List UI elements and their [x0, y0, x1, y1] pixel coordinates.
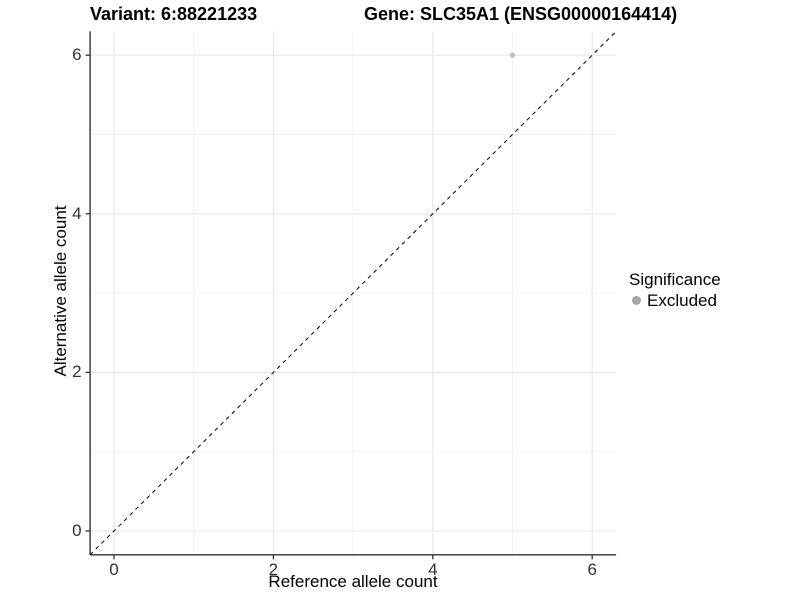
legend-point-icon [632, 296, 641, 305]
x-axis-title: Reference allele count [268, 572, 438, 591]
plot-title-gene: Gene: SLC35A1 (ENSG00000164414) [364, 4, 678, 24]
y-tick-label: 2 [72, 362, 82, 382]
plot-title-variant: Variant: 6:88221233 [90, 4, 258, 24]
data-point [509, 52, 516, 58]
identity-line [89, 31, 617, 556]
x-tick-label: 2 [268, 560, 279, 580]
x-tick-label: 6 [587, 560, 597, 580]
y-axis-title: Alternative allele count [51, 205, 70, 377]
y-tick-label: 0 [72, 521, 82, 540]
x-tick-label: 4 [428, 560, 438, 580]
y-tick-label: 6 [72, 45, 82, 65]
legend-entry-excluded: Excluded [629, 291, 721, 310]
x-tick-label: 0 [109, 560, 119, 580]
legend-entry-label: Excluded [647, 291, 717, 310]
legend-title: Significance [629, 270, 721, 289]
legend: Significance Excluded [629, 270, 721, 310]
y-tick-label: 4 [72, 203, 82, 223]
